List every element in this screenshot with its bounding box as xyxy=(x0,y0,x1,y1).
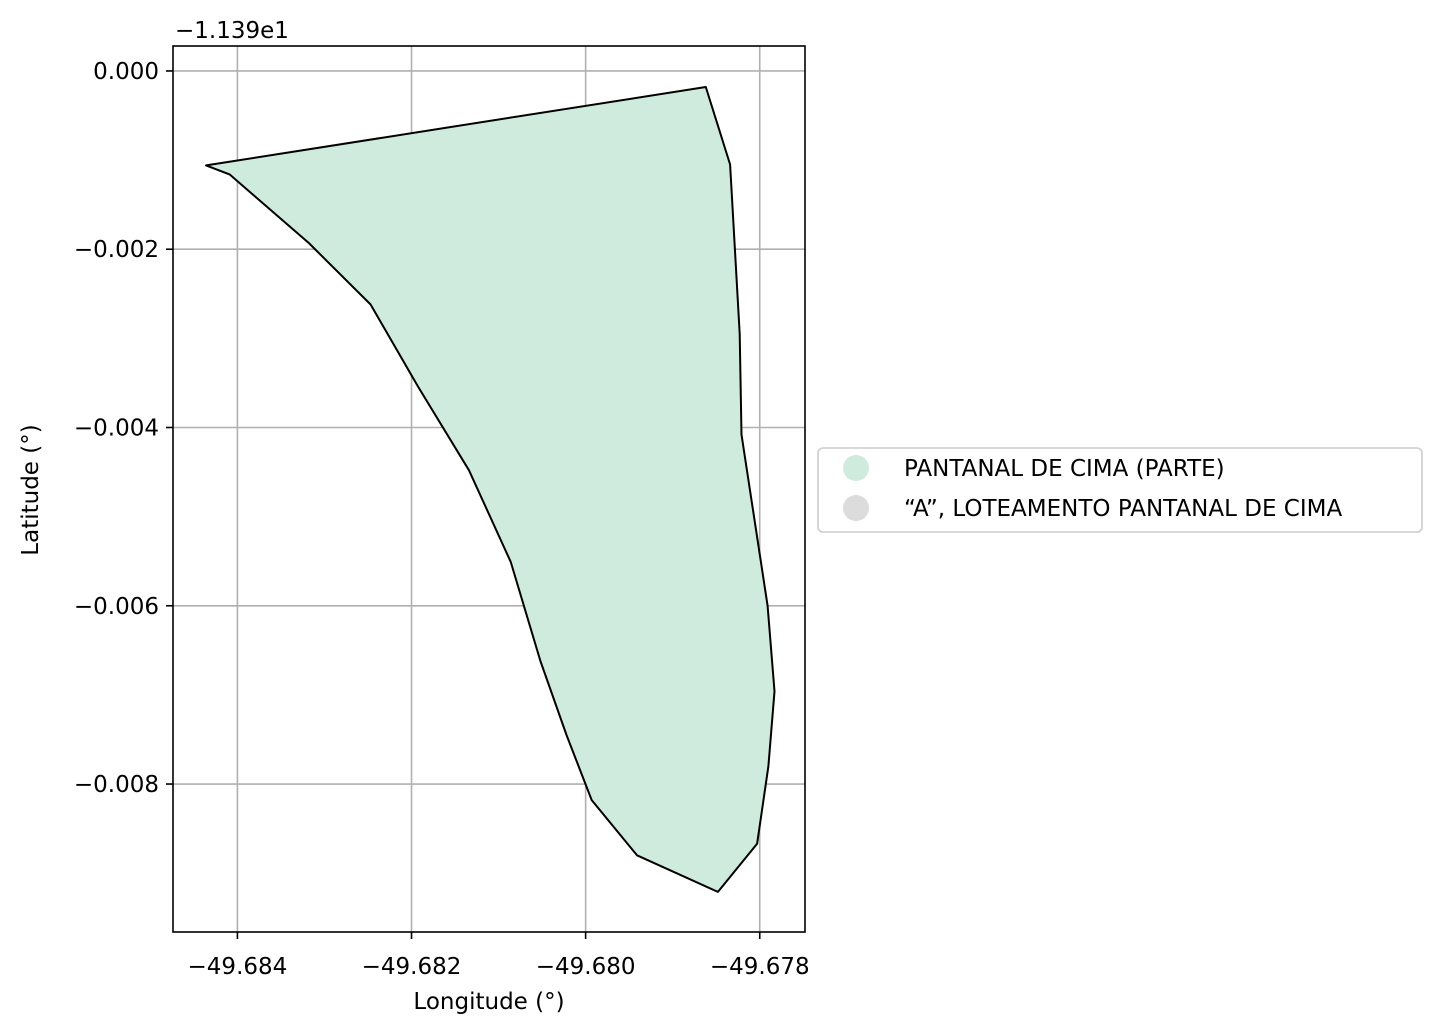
legend-marker-1 xyxy=(843,495,869,521)
x-tick-label: −49.680 xyxy=(536,954,636,980)
ticks: −49.684 −49.682 −49.680 −49.678 0.000 −0.002 −… xyxy=(74,59,810,980)
x-axis-label: Longitude (°) xyxy=(413,989,564,1015)
y-tick-label: 0.000 xyxy=(93,59,159,85)
x-tick-label: −49.678 xyxy=(710,954,810,980)
area-polygon-0 xyxy=(205,86,776,893)
y-tick-label: −0.008 xyxy=(74,772,159,798)
y-axis-label: Latitude (°) xyxy=(18,424,44,555)
y-tick-label: −0.004 xyxy=(74,415,159,441)
legend-marker-0 xyxy=(843,455,869,481)
y-tick-label: −0.002 xyxy=(74,237,159,263)
x-tick-label: −49.682 xyxy=(362,954,462,980)
legend-label-1: “A”, LOTEAMENTO PANTANAL DE CIMA xyxy=(904,496,1342,522)
axes-frame xyxy=(172,45,806,933)
axis-offset-label: −1.139e1 xyxy=(175,18,289,44)
legend: PANTANAL DE CIMA (PARTE) “A”, LOTEAMENTO … xyxy=(817,447,1423,533)
x-tick-label: −49.684 xyxy=(188,954,288,980)
polygon-layer xyxy=(205,86,776,893)
legend-frame xyxy=(817,447,1423,533)
y-tick-label: −0.006 xyxy=(74,594,159,620)
legend-label-0: PANTANAL DE CIMA (PARTE) xyxy=(904,456,1225,482)
